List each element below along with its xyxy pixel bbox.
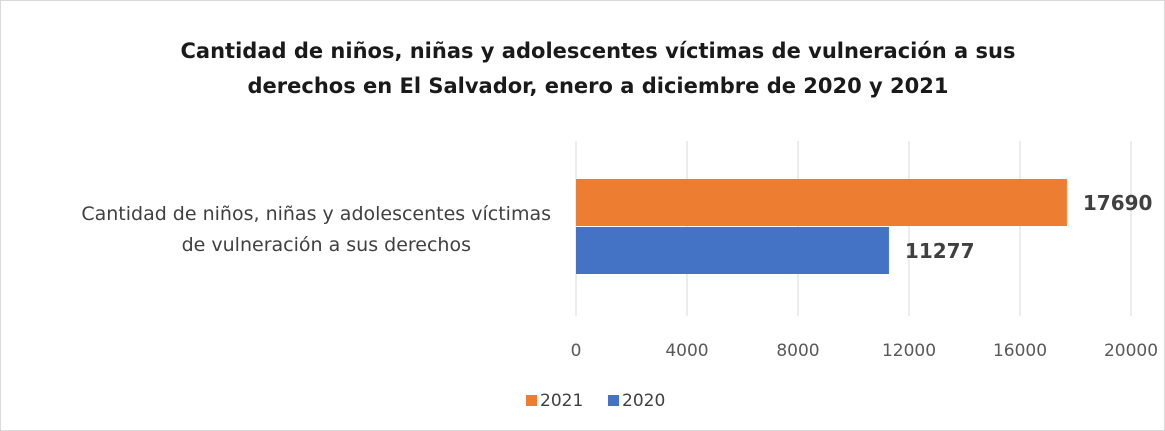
x-tick-label-1: 4000 [665, 341, 708, 361]
chart-title-line-2: derechos en El Salvador, enero a diciemb… [248, 74, 949, 98]
legend: 2021 2020 [526, 391, 665, 411]
legend-swatch-2021 [526, 395, 537, 406]
bar-2020 [576, 227, 889, 274]
x-tick-label-3: 12000 [882, 341, 936, 361]
data-label-2020: 11277 [905, 239, 975, 263]
chart-title-line-1: Cantidad de niños, niñas y adolescentes … [181, 39, 1016, 63]
bars [576, 179, 1067, 274]
category-axis-labels: Cantidad de niños, niñas y adolescentes … [81, 203, 551, 256]
legend-label-2020: 2020 [622, 391, 665, 411]
legend-label-2021: 2021 [540, 391, 583, 411]
data-label-2021: 17690 [1083, 191, 1153, 215]
legend-swatch-2020 [608, 395, 619, 406]
x-tick-label-0: 0 [571, 341, 582, 361]
x-axis-tick-labels: 0 4000 8000 12000 16000 20000 [571, 341, 1158, 361]
data-labels: 17690 11277 [905, 191, 1153, 263]
bar-2021 [576, 179, 1067, 226]
category-label-line-1: Cantidad de niños, niñas y adolescentes … [81, 203, 551, 225]
x-tick-label-2: 8000 [776, 341, 819, 361]
chart-title: Cantidad de niños, niñas y adolescentes … [181, 39, 1016, 98]
x-tick-label-4: 16000 [993, 341, 1047, 361]
x-tick-label-5: 20000 [1104, 341, 1158, 361]
category-label-line-2: de vulneración a sus derechos [182, 234, 471, 256]
